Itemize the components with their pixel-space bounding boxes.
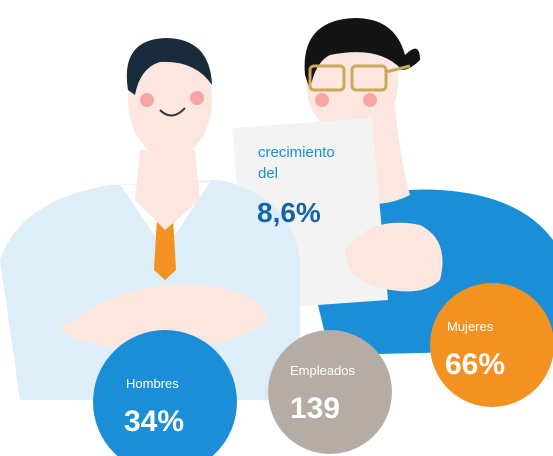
employees-label: Empleados: [290, 363, 356, 378]
cheek: [363, 93, 377, 107]
men-label: Hombres: [126, 376, 179, 391]
glasses-arm: [385, 64, 411, 74]
man-face: [128, 42, 212, 158]
glasses: [350, 64, 388, 92]
women-value: 66%: [445, 348, 505, 381]
woman-hair: [304, 18, 420, 90]
cheek: [315, 93, 329, 107]
men-circle: [93, 330, 237, 456]
man-hands: [60, 284, 270, 350]
smile: [159, 107, 186, 117]
growth-label: del: [258, 165, 278, 182]
men-value: 34%: [124, 405, 184, 438]
glasses: [308, 64, 346, 92]
women-label: Mujeres: [447, 319, 494, 334]
cheek: [190, 91, 204, 105]
growth-label: crecimiento: [258, 144, 335, 161]
woman-hand: [345, 222, 443, 292]
growth-value: 8,6%: [257, 197, 321, 228]
man-hair: [126, 38, 212, 95]
man-neck: [135, 150, 200, 230]
cheek: [140, 93, 154, 107]
employees-circle: [268, 330, 392, 454]
employees-value: 139: [290, 392, 340, 425]
women-circle: [430, 283, 553, 407]
